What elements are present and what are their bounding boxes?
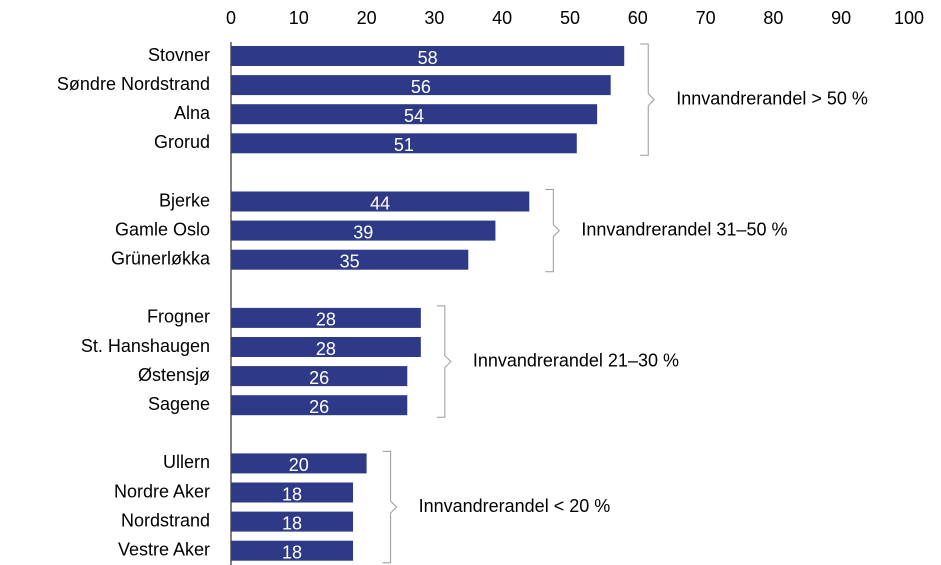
value-label: 26 [309,397,329,417]
bar [231,249,469,270]
bar [231,395,408,416]
group-brace [640,43,655,156]
group-label: Innvandrerandel > 50 % [676,88,868,108]
category-label: Stovner [148,45,210,65]
bar [231,191,530,212]
bar [231,46,625,66]
value-label: 51 [394,135,414,155]
category-label: Grorud [154,132,210,152]
x-tick-label: 30 [424,8,444,28]
category-label: Søndre Nordstrand [57,74,210,94]
value-label: 26 [309,368,329,388]
bar [231,220,496,241]
category-label: Ullern [163,452,210,472]
bar [231,366,408,387]
value-label: 58 [418,48,438,68]
bar [231,75,611,96]
x-tick-label: 50 [560,8,580,28]
bar [231,337,421,357]
group-brace [382,450,398,564]
category-label: Nordstrand [121,510,210,530]
x-tick-label: 60 [628,8,648,28]
x-tick-label: 80 [763,8,783,28]
value-label: 39 [353,222,373,242]
category-label: Nordre Aker [114,481,210,501]
bar [231,307,421,328]
group-brace [436,305,452,418]
category-label: Vestre Aker [118,539,210,559]
category-label: Gamle Oslo [115,219,210,239]
value-label: 18 [282,513,302,533]
category-label: Frogner [147,307,210,327]
value-label: 28 [316,310,336,330]
x-tick-label: 0 [226,8,236,28]
x-tick-label: 90 [831,8,851,28]
value-label: 44 [370,193,390,213]
value-label: 35 [340,251,360,271]
category-label: Alna [174,103,211,123]
bar [231,540,354,561]
x-tick-label: 40 [492,8,512,28]
x-tick-label: 100 [894,8,924,28]
bar [231,104,598,125]
bar [231,482,354,503]
value-label: 56 [411,77,431,97]
category-label: Bjerke [159,190,210,210]
group-label: Innvandrerandel < 20 % [419,496,611,516]
category-label: Østensjø [138,365,210,385]
group-label: Innvandrerandel 21–30 % [473,350,679,370]
category-label: St. Hanshaugen [81,336,210,356]
value-label: 18 [282,542,302,562]
bar [231,453,367,474]
category-label: Grünerløkka [111,248,211,268]
bar [231,511,354,532]
value-label: 54 [404,106,424,126]
group-label: Innvandrerandel 31–50 % [581,219,787,239]
category-label: Sagene [148,394,210,414]
group-brace [545,189,561,273]
x-tick-label: 20 [357,8,377,28]
value-label: 18 [282,484,302,504]
value-label: 20 [289,455,309,475]
x-tick-label: 10 [289,8,309,28]
x-tick-label: 70 [696,8,716,28]
bar [231,133,577,154]
value-label: 28 [316,339,336,359]
